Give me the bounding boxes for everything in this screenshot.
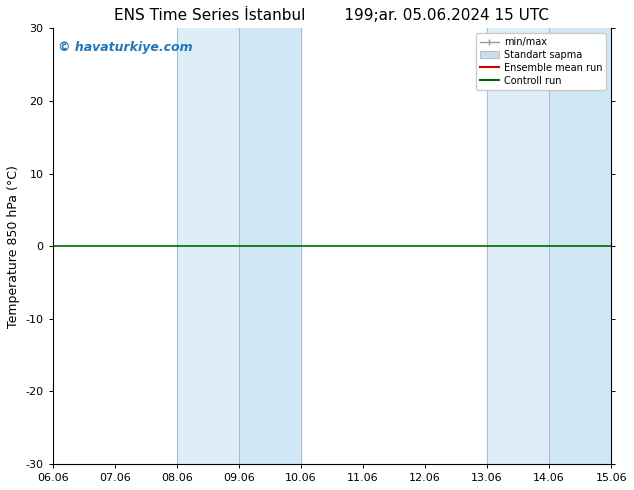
Text: © havaturkiye.com: © havaturkiye.com <box>58 41 193 54</box>
Bar <box>549 28 611 464</box>
Y-axis label: Temperature 850 hPa (°C): Temperature 850 hPa (°C) <box>7 165 20 328</box>
Bar <box>487 28 611 464</box>
Bar <box>177 28 301 464</box>
Bar <box>239 28 301 464</box>
Legend: min/max, Standart sapma, Ensemble mean run, Controll run: min/max, Standart sapma, Ensemble mean r… <box>476 33 606 90</box>
Title: ENS Time Series İstanbul        199;ar. 05.06.2024 15 UTC: ENS Time Series İstanbul 199;ar. 05.06.2… <box>115 7 550 23</box>
